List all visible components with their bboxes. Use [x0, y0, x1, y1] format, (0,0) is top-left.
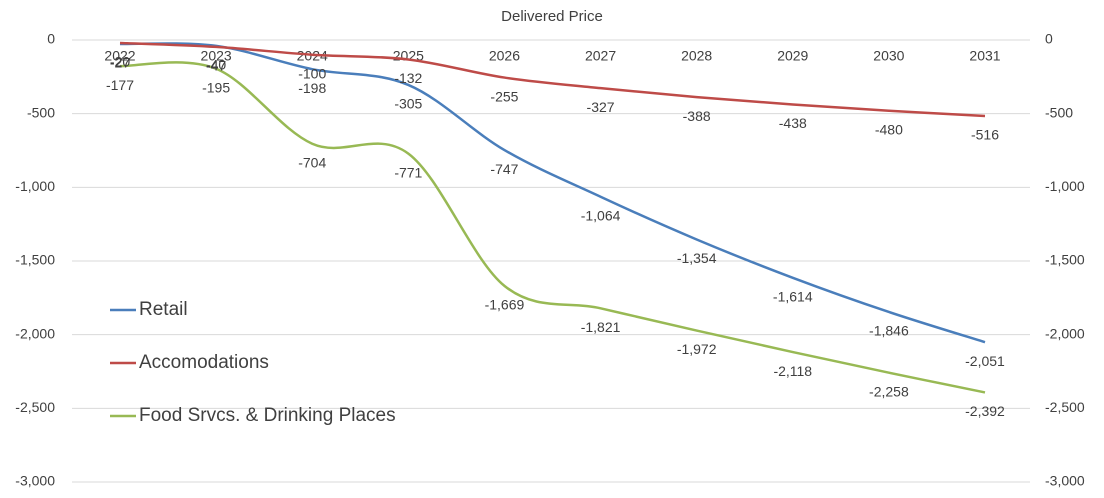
data-label: -1,846 [869, 323, 909, 339]
chart-title: Delivered Price [501, 8, 603, 25]
data-label: -771 [394, 164, 422, 180]
data-label: -2,118 [773, 363, 812, 379]
y2-tick-label: -1,500 [1045, 252, 1085, 268]
y2-tick-label: -500 [1045, 104, 1073, 120]
data-label: -132 [394, 70, 422, 86]
data-label: -704 [298, 154, 326, 170]
y-tick-label: -2,000 [15, 325, 55, 341]
data-label: -516 [971, 127, 999, 143]
x-tick-label: 2028 [681, 48, 712, 64]
y2-tick-label: 0 [1045, 31, 1053, 47]
data-label: -327 [587, 99, 615, 115]
data-label: -198 [298, 80, 326, 96]
data-label: -388 [683, 108, 711, 124]
y-tick-label: -3,000 [15, 473, 55, 489]
x-tick-label: 2026 [489, 48, 520, 64]
y2-tick-label: -2,500 [1045, 399, 1085, 415]
y-tick-label: -500 [27, 104, 55, 120]
data-label: -1,614 [773, 288, 813, 304]
data-label: -1,972 [677, 341, 717, 357]
y2-tick-label: -3,000 [1045, 473, 1085, 489]
line [119, 42, 986, 344]
y2-tick-label: -1,000 [1045, 178, 1085, 194]
x-tick-label: 2027 [585, 48, 616, 64]
line [119, 61, 986, 394]
data-label: -2,392 [965, 403, 1005, 419]
y-tick-label: -1,500 [15, 252, 55, 268]
data-label: -2,258 [869, 383, 909, 399]
data-label: -27 [110, 55, 130, 71]
legend-label: Retail [139, 299, 188, 320]
data-label: -480 [875, 121, 903, 137]
x-tick-label: 2022 [104, 48, 135, 64]
data-label: -1,064 [581, 207, 621, 223]
data-label: -1,354 [677, 250, 717, 266]
x-tick-label: 2029 [777, 48, 808, 64]
data-label: -47 [206, 58, 226, 74]
data-label: -747 [490, 161, 518, 177]
line [119, 41, 986, 118]
data-label: -1,821 [581, 319, 621, 335]
data-label: -2,051 [965, 353, 1005, 369]
data-label: -305 [394, 96, 422, 112]
y-tick-label: -1,000 [15, 178, 55, 194]
data-label: -195 [202, 79, 230, 95]
data-label: -100 [298, 65, 326, 81]
data-label: -177 [106, 77, 134, 93]
x-tick-label: 2031 [969, 48, 1000, 64]
x-tick-label: 2030 [873, 48, 904, 64]
y2-tick-label: -2,000 [1045, 325, 1085, 341]
y-tick-label: 0 [47, 31, 55, 47]
data-label: -438 [779, 115, 807, 131]
legend-label: Food Srvcs. & Drinking Places [139, 405, 396, 426]
legend-label: Accomodations [139, 352, 269, 373]
data-label: -1,669 [485, 297, 525, 313]
x-tick-label: 2023 [201, 48, 232, 64]
data-label: -40 [206, 57, 226, 73]
data-label: -20 [110, 54, 130, 70]
data-label: -255 [490, 88, 518, 104]
y-tick-label: -2,500 [15, 399, 55, 415]
